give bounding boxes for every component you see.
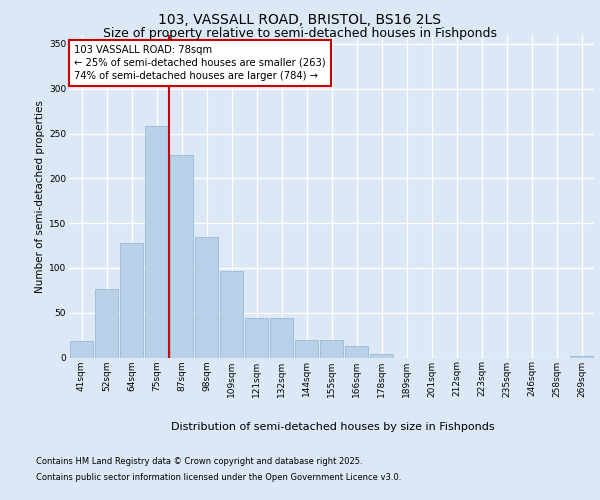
Bar <box>120 243 143 358</box>
Text: 103, VASSALL ROAD, BRISTOL, BS16 2LS: 103, VASSALL ROAD, BRISTOL, BS16 2LS <box>158 12 442 26</box>
Text: Contains public sector information licensed under the Open Government Licence v3: Contains public sector information licen… <box>36 472 401 482</box>
Bar <box>345 346 368 358</box>
Bar <box>220 270 243 358</box>
Text: 103 VASSALL ROAD: 78sqm
← 25% of semi-detached houses are smaller (263)
74% of s: 103 VASSALL ROAD: 78sqm ← 25% of semi-de… <box>74 44 326 81</box>
Bar <box>70 342 93 357</box>
Bar <box>570 356 593 358</box>
Text: Contains HM Land Registry data © Crown copyright and database right 2025.: Contains HM Land Registry data © Crown c… <box>36 458 362 466</box>
Bar <box>320 340 343 357</box>
Text: Size of property relative to semi-detached houses in Fishponds: Size of property relative to semi-detach… <box>103 28 497 40</box>
Bar <box>370 354 393 358</box>
Bar <box>145 126 168 358</box>
Y-axis label: Number of semi-detached properties: Number of semi-detached properties <box>35 100 45 292</box>
Bar <box>245 318 268 358</box>
Bar <box>295 340 318 357</box>
Bar <box>270 318 293 358</box>
Bar <box>195 236 218 358</box>
Bar <box>170 155 193 358</box>
Text: Distribution of semi-detached houses by size in Fishponds: Distribution of semi-detached houses by … <box>171 422 495 432</box>
Bar <box>95 290 118 358</box>
